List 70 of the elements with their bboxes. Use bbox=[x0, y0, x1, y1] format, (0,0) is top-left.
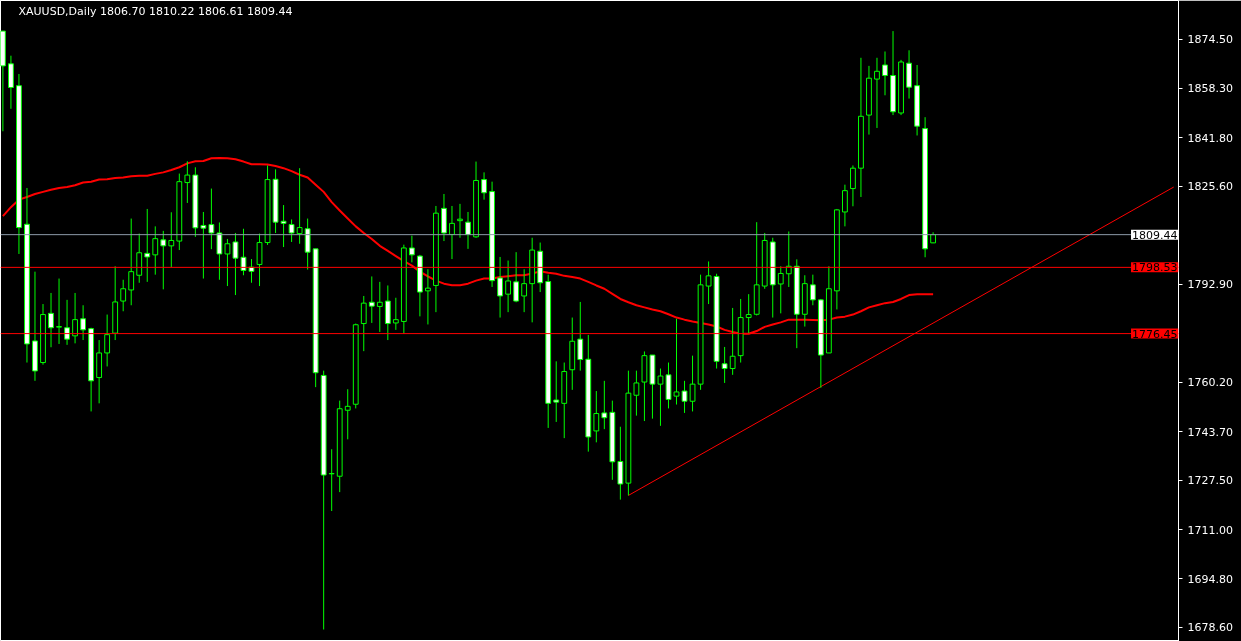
ref-line-label: 1776.45 bbox=[1132, 327, 1178, 341]
candlestick bbox=[200, 211, 207, 280]
candlestick bbox=[842, 184, 848, 227]
candlestick bbox=[521, 268, 528, 313]
candlestick bbox=[136, 233, 143, 284]
candlestick bbox=[809, 274, 816, 306]
candlestick bbox=[120, 279, 127, 312]
candlestick bbox=[216, 221, 223, 281]
candlestick bbox=[48, 292, 54, 348]
candlestick bbox=[593, 390, 600, 443]
candlestick bbox=[296, 167, 303, 245]
candlestick bbox=[160, 230, 167, 290]
candlestick bbox=[874, 57, 880, 129]
y-tick-label: 1743.70 bbox=[1187, 425, 1233, 439]
candlestick bbox=[368, 275, 375, 324]
candlestick bbox=[408, 235, 415, 263]
candlestick bbox=[280, 204, 287, 248]
candlestick bbox=[360, 295, 367, 352]
y-tick-label: 1678.60 bbox=[1187, 621, 1233, 635]
y-tick-label: 1825.60 bbox=[1187, 180, 1233, 194]
candlestick bbox=[152, 225, 159, 276]
candlestick bbox=[633, 370, 640, 417]
candlestick bbox=[56, 278, 62, 345]
candlestick bbox=[8, 55, 14, 110]
candlestick bbox=[721, 346, 728, 384]
ref-line-label: 1798.53 bbox=[1132, 261, 1178, 275]
y-tick-label: 1792.90 bbox=[1187, 278, 1233, 292]
candlestick bbox=[80, 304, 86, 341]
candlestick bbox=[168, 211, 175, 268]
candlestick bbox=[497, 256, 503, 319]
candlestick bbox=[481, 171, 487, 201]
candlestick bbox=[617, 426, 624, 501]
candlestick bbox=[104, 314, 111, 367]
candlestick bbox=[304, 218, 311, 271]
y-tick-label: 1858.30 bbox=[1187, 82, 1233, 96]
candlestick bbox=[465, 211, 471, 250]
candlestick bbox=[705, 260, 712, 305]
candlestick bbox=[384, 284, 391, 341]
candlestick bbox=[184, 160, 191, 204]
candlestick bbox=[882, 50, 888, 96]
candlestick bbox=[144, 208, 151, 283]
candlestick bbox=[449, 205, 455, 260]
y-tick-label: 1841.80 bbox=[1187, 131, 1233, 145]
y-tick-label: 1711.00 bbox=[1187, 523, 1233, 537]
candlestick bbox=[850, 164, 856, 207]
candlestick bbox=[208, 188, 215, 250]
candlestick bbox=[729, 307, 736, 376]
y-tick-label: 1694.80 bbox=[1187, 572, 1233, 586]
candlestick bbox=[376, 281, 383, 333]
candlestick bbox=[505, 260, 512, 313]
candlestick bbox=[64, 299, 70, 346]
candlestick bbox=[392, 297, 399, 331]
candlestick bbox=[288, 218, 295, 243]
chart-title: XAUUSD,Daily 1806.70 1810.22 1806.61 1809.44 bbox=[18, 4, 293, 18]
y-tick-label: 1874.50 bbox=[1187, 33, 1233, 47]
candlestick bbox=[906, 49, 912, 100]
candlestick bbox=[513, 251, 520, 303]
candlestick bbox=[344, 388, 351, 440]
ref-line-label: 1809.44 bbox=[1132, 228, 1178, 242]
candlestick bbox=[777, 265, 784, 314]
candlestick bbox=[553, 360, 560, 423]
candlestick bbox=[577, 301, 584, 372]
y-tick-label: 1727.50 bbox=[1187, 474, 1233, 488]
candlestick bbox=[128, 218, 135, 306]
candlestick bbox=[425, 268, 431, 325]
y-tick-label: 1760.20 bbox=[1187, 376, 1233, 390]
candlestick bbox=[601, 380, 608, 430]
candlestick bbox=[745, 293, 752, 335]
candlestick bbox=[224, 238, 231, 287]
candlestick bbox=[72, 292, 78, 344]
